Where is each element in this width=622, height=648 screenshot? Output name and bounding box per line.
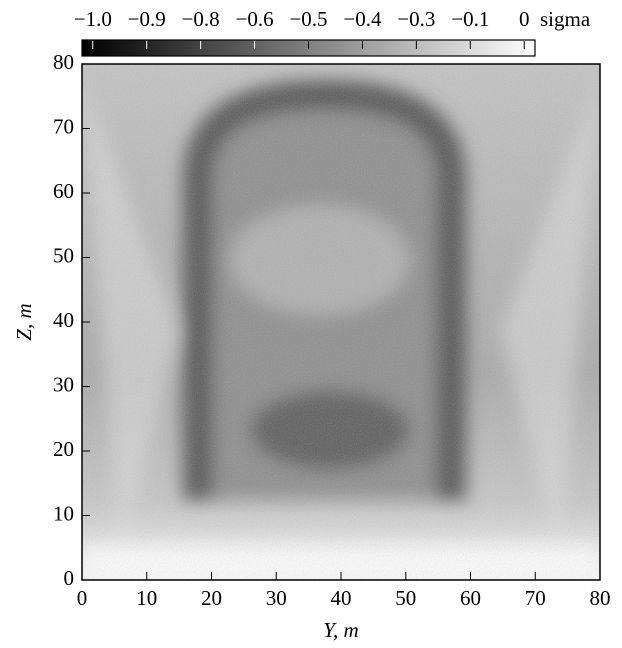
x-tick-label: 0 [77,586,88,610]
colorbar-tick-label: −0.4 [343,7,382,31]
x-tick-label: 40 [331,586,352,610]
x-tick-label: 80 [590,586,611,610]
y-tick-label: 20 [53,437,74,461]
x-axis-label: Y, m [323,618,358,642]
y-axis-label: Z, m [12,303,36,340]
colorbar-tick-label: −1.0 [74,7,112,31]
y-tick-label: 60 [53,179,74,203]
x-tick-label: 60 [460,586,481,610]
heatmap-image [82,64,600,580]
y-tick-label: 40 [53,308,74,332]
colorbar-tick-label: −0.1 [451,7,489,31]
colorbar-tick-label: −0.9 [128,7,166,31]
x-tick-label: 70 [525,586,546,610]
y-tick-label: 80 [53,50,74,74]
x-tick-label: 20 [201,586,222,610]
colorbar-tick-label: −0.5 [289,7,327,31]
x-tick-label: 50 [395,586,416,610]
y-tick-label: 0 [64,566,75,590]
y-tick-label: 10 [53,501,74,525]
y-tick-label: 70 [53,114,74,138]
colorbar-tick-label: 0 [519,7,530,31]
colorbar-label: sigma [540,7,591,31]
y-tick-label: 50 [53,243,74,267]
colorbar-tick-label: −0.8 [182,7,220,31]
x-tick-label: 10 [136,586,157,610]
y-tick-label: 30 [53,372,74,396]
colorbar-tick-label: −0.3 [397,7,435,31]
x-tick-label: 30 [266,586,287,610]
colorbar-tick-label: −0.6 [236,7,274,31]
